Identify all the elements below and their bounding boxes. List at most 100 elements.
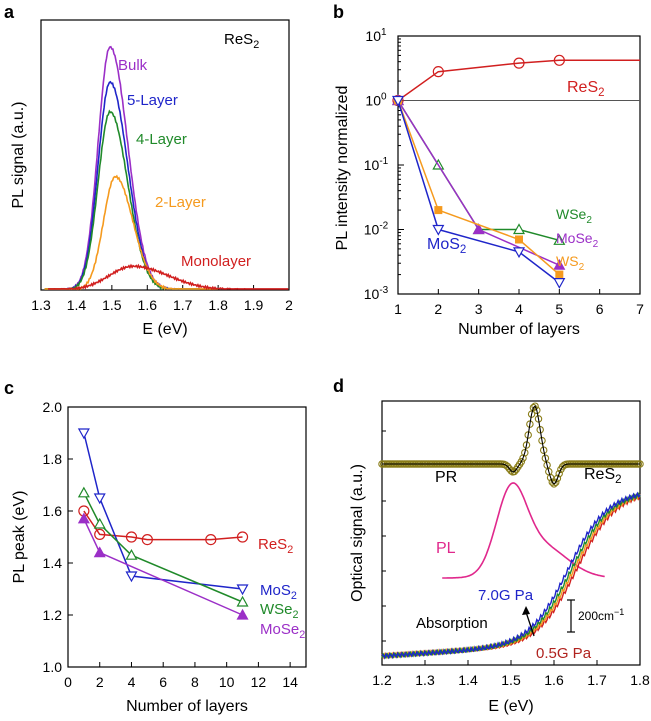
panel-d-y-label: Optical signal (a.u.)	[349, 464, 366, 602]
panel-d-absorption-curve	[381, 491, 641, 660]
panel-b-marker-wse2	[512, 223, 526, 235]
panel-d-x-tick-label: 1.4	[458, 672, 478, 688]
panel-c-x-tick-label: 14	[282, 674, 298, 690]
panel-c-marker-wse2	[77, 486, 90, 498]
panel-letter-b: b	[333, 2, 344, 22]
panel-c-line-res2	[83, 510, 243, 541]
panel-c-line-mose2	[83, 518, 243, 616]
panel-c-marker-wse2	[125, 548, 138, 560]
panel-d-absorption-curve	[381, 491, 641, 660]
panel-d-x-tick-label: 1.7	[587, 672, 607, 688]
panel-c-ticks: 0 2 4 6 8 10 12 14 1.0 1.2 1.4 1.6 1.8 2.0	[43, 399, 299, 690]
panel-a-x-label: E (eV)	[142, 321, 187, 338]
panel-c-marker-wse2	[236, 595, 249, 607]
panel-a: 1.3 1.4 1.5 1.6 1.7 1.8 1.9 2 ReS2 Bulk 5-Layer…	[10, 19, 293, 338]
panel-a-legend-4-layer: 4-Layer	[136, 131, 187, 148]
panel-c-label-wse2: WSe2	[260, 601, 299, 621]
panel-b-marker-mose2	[553, 258, 566, 270]
panel-d-pr-marker	[541, 454, 550, 462]
panel-c-x-tick-label: 12	[251, 674, 267, 690]
panel-c-marker-res2	[125, 531, 138, 543]
panel-b-y-tick-label: 10-1	[364, 156, 389, 173]
panel-c-line-wse2	[83, 492, 243, 603]
panel-c: 0 2 4 6 8 10 12 141.01.21.41.61.82.0 ReS2 MoS2 …	[11, 399, 307, 715]
panel-d-pr-marker	[555, 469, 563, 478]
panel-a-legend-monolayer: Monolayer	[181, 253, 251, 270]
panel-b-line-mos2	[397, 100, 560, 284]
panel-c-marker-res2	[236, 531, 249, 543]
panel-b-marker-ws2	[555, 270, 564, 279]
panel-c-y-label: PL peak (eV)	[11, 491, 28, 584]
panel-d-scale-bar: 200cm−1	[567, 599, 624, 633]
panel-a-x-tick-label: 1.9	[244, 297, 264, 313]
panel-d-pr-marker	[533, 406, 541, 415]
panel-c-marker-mos2	[77, 428, 90, 440]
panel-d-pr-marker	[517, 457, 526, 466]
panel-d-label-absorption: Absorption	[416, 615, 488, 632]
panel-c-marker-mos2	[236, 584, 249, 596]
panel-c-frame	[67, 406, 307, 668]
panel-b-series	[391, 54, 640, 289]
panel-a-x-tick-label: 1.5	[102, 297, 122, 313]
panel-b-label-ws2: WS2	[556, 253, 585, 273]
panel-c-marker-mos2	[125, 571, 138, 583]
panel-c-label-mos2: MoS2	[260, 582, 297, 602]
panel-d-pr-fit-line	[382, 405, 640, 485]
panel-d-pr-marker	[507, 466, 515, 475]
panel-d-material-label: ReS2	[584, 466, 622, 486]
panel-c-label-res2: ReS2	[258, 536, 293, 556]
panel-d-pr-marker	[550, 480, 558, 488]
panel-b-marker-mose2	[472, 223, 485, 235]
panel-c-x-tick-label: 6	[159, 674, 167, 690]
panel-c-y-tick-label: 2.0	[43, 399, 63, 415]
panel-a-x-tick-label: 1.4	[67, 297, 87, 313]
panel-c-y-tick-label: 1.0	[43, 659, 63, 675]
panel-c-marker-mose2	[93, 546, 106, 558]
panel-c-x-tick-label: 0	[64, 674, 72, 690]
panel-b-ticks: 1 2 3 4 5 6 7 10-3 10-2 10-1 100 101	[364, 27, 644, 317]
panel-a-material-label: ReS2	[224, 31, 259, 51]
panel-b-marker-mos2	[553, 278, 566, 289]
panel-d-scale-bar-label: 200cm−1	[578, 607, 624, 623]
panel-d: 1.2 1.3 1.4 1.5 1.6 1.7 1.8 PR ReS2 PL 7.0G Pa…	[349, 400, 650, 715]
panel-d-x-tick-label: 1.2	[372, 672, 392, 688]
panel-b-label-mose2: MoSe2	[556, 230, 599, 250]
panel-b-x-tick-label: 6	[596, 301, 604, 317]
panel-a-x-ticks: 1.3 1.4 1.5 1.6 1.7 1.8 1.9 2	[31, 285, 293, 313]
panel-b-marker-res2	[432, 66, 444, 78]
panel-d-x-tick-label: 1.6	[544, 672, 564, 688]
panel-c-marker-mose2	[77, 512, 90, 524]
panel-b-x-label: Number of layers	[458, 321, 580, 338]
panel-b-line-res2	[397, 59, 640, 102]
panel-c-line-mos2	[83, 432, 243, 590]
panel-b-x-tick-label: 7	[636, 301, 644, 317]
panel-b-line-wse2	[397, 100, 560, 242]
panel-d-label-7gpa: 7.0G Pa	[478, 587, 534, 604]
panel-b-y-tick-label: 10-2	[364, 221, 389, 238]
panel-d-x-tick-label: 1.5	[501, 672, 521, 688]
panel-d-pr-marker	[531, 402, 539, 410]
panel-b-marker-wse2	[553, 234, 566, 245]
panel-c-x-tick-label: 10	[219, 674, 235, 690]
panel-c-marker-mose2	[236, 608, 249, 620]
panel-a-curve-monolayer	[48, 263, 289, 291]
panel-d-pr-marker	[553, 474, 562, 483]
panel-d-pl-curve	[442, 482, 605, 579]
panel-b-label-wse2: WSe2	[556, 206, 592, 226]
panel-letter-a: a	[4, 2, 15, 22]
panel-b-y-label: PL intensity normalized	[334, 86, 351, 251]
panel-a-legend-2-layer: 2-Layer	[155, 194, 206, 211]
panel-d-x-label: E (eV)	[488, 698, 533, 715]
panel-b-line-ws2	[397, 100, 560, 276]
panel-b-marker-mos2	[512, 247, 526, 259]
panel-c-marker-res2	[94, 528, 106, 541]
panel-d-label-05gpa: 0.5G Pa	[536, 645, 592, 662]
panel-a-x-tick-label: 1.6	[138, 297, 158, 313]
panel-b-y-tick-label: 100	[365, 92, 387, 109]
panel-a-x-tick-label: 1.8	[208, 297, 228, 313]
panel-c-y-tick-label: 1.2	[43, 607, 63, 623]
panel-c-x-tick-label: 8	[191, 674, 199, 690]
panel-a-legend-5-layer: 5-Layer	[127, 92, 178, 109]
panel-d-label-pl: PL	[436, 540, 456, 557]
panel-b: 1 2 3 4 5 6 7 10-3 10-2 10-1 100 101 ReS2 WSe2 MoSe…	[334, 27, 644, 338]
